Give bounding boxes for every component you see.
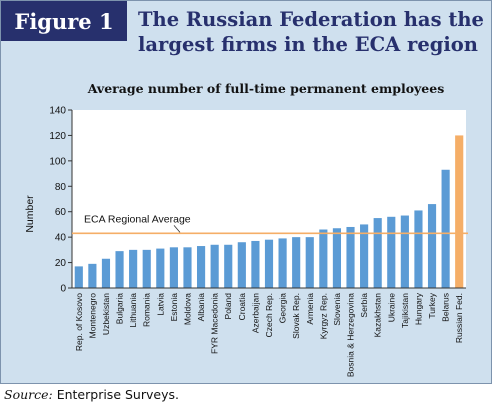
bar bbox=[278, 238, 287, 288]
bar bbox=[196, 246, 206, 288]
y-tick-label: 120 bbox=[49, 131, 66, 142]
bar bbox=[169, 247, 178, 288]
x-tick-label: Bosnia & Herzegovina bbox=[346, 293, 356, 377]
source-text: Enterprise Surveys. bbox=[52, 387, 179, 402]
bar bbox=[441, 169, 450, 288]
bar bbox=[183, 247, 192, 288]
bar bbox=[115, 251, 124, 288]
source-note: Source: Enterprise Surveys. bbox=[4, 387, 179, 402]
y-tick-label: 0 bbox=[60, 284, 66, 295]
x-tick-label: Czech Rep. bbox=[264, 293, 274, 337]
x-tick-label: Latvia bbox=[155, 293, 165, 316]
bar bbox=[400, 215, 409, 288]
x-tick-label: Uzbekistan bbox=[101, 293, 111, 335]
bar bbox=[427, 204, 437, 288]
x-tick-label: Montenegro bbox=[87, 293, 97, 339]
source-label: Source: bbox=[4, 387, 53, 402]
x-tick-label: Estonia bbox=[169, 293, 179, 322]
bar bbox=[251, 240, 260, 288]
x-tick-label: Croatia bbox=[237, 293, 247, 321]
x-tick-label: Poland bbox=[223, 293, 233, 320]
reference-line-pointer bbox=[173, 225, 181, 233]
x-tick-label: Rep. of Kosovo bbox=[74, 293, 84, 351]
x-tick-label: Kazakhstan bbox=[373, 293, 383, 338]
bar bbox=[305, 237, 314, 288]
x-tick-label: Armenia bbox=[305, 293, 315, 325]
x-tick-label: Slovenia bbox=[332, 293, 342, 326]
x-tick-label: Ukraine bbox=[386, 293, 396, 323]
x-tick-label: Kyrgyz Rep. bbox=[318, 293, 328, 339]
chart-title: Average number of full-time permanent em… bbox=[87, 81, 445, 96]
bar bbox=[360, 224, 369, 288]
bar bbox=[387, 216, 396, 288]
x-tick-label: Hungary bbox=[413, 292, 423, 325]
figure-title-line-1: The Russian Federation has the bbox=[138, 8, 484, 31]
x-tick-label: Bulgaria bbox=[115, 293, 125, 324]
bar bbox=[237, 242, 246, 288]
x-tick-label: Azerbaijan bbox=[250, 293, 260, 333]
x-tick-label: Georgia bbox=[278, 293, 288, 324]
bar bbox=[101, 258, 111, 288]
bar bbox=[373, 218, 382, 288]
x-tick-label: Turkey bbox=[427, 292, 437, 318]
bar bbox=[129, 249, 138, 288]
y-tick-label: 80 bbox=[55, 182, 67, 193]
bar bbox=[210, 244, 219, 288]
figure-title: The Russian Federation has the largest f… bbox=[138, 7, 488, 57]
x-tick-label: Slovak Rep. bbox=[291, 293, 301, 339]
bar bbox=[156, 248, 165, 288]
y-tick-label: 40 bbox=[55, 233, 67, 244]
bar bbox=[332, 228, 342, 288]
x-tick-label: Serbia bbox=[359, 293, 369, 318]
figure-title-line-2: largest firms in the ECA region bbox=[138, 33, 478, 56]
x-tick-label: Belarus bbox=[441, 293, 451, 322]
x-tick-label: Russian Fed. bbox=[454, 293, 464, 343]
y-tick-label: 100 bbox=[49, 156, 66, 167]
y-axis-label: Number bbox=[24, 195, 36, 233]
x-tick-label: Lithuania bbox=[128, 293, 138, 328]
bar bbox=[224, 244, 233, 288]
y-tick-label: 20 bbox=[55, 258, 67, 269]
x-tick-label: Tajikistan bbox=[400, 293, 410, 328]
x-tick-label: Albania bbox=[196, 293, 206, 322]
figure-badge: Figure 1 bbox=[1, 1, 127, 41]
x-tick-label: FYR Macedonia bbox=[210, 293, 220, 354]
x-tick-label: Romania bbox=[142, 293, 152, 327]
bar bbox=[346, 226, 355, 288]
bar bbox=[142, 249, 151, 288]
bar bbox=[319, 229, 328, 288]
bar bbox=[414, 210, 423, 288]
y-tick-label: 140 bbox=[49, 106, 66, 117]
bar bbox=[455, 135, 464, 288]
bar bbox=[292, 237, 301, 288]
reference-line-label: ECA Regional Average bbox=[84, 213, 191, 225]
x-tick-label: Moldova bbox=[182, 293, 192, 325]
y-tick-label: 60 bbox=[55, 207, 67, 218]
bar bbox=[74, 266, 83, 288]
bar bbox=[264, 239, 274, 288]
bar bbox=[88, 263, 97, 288]
